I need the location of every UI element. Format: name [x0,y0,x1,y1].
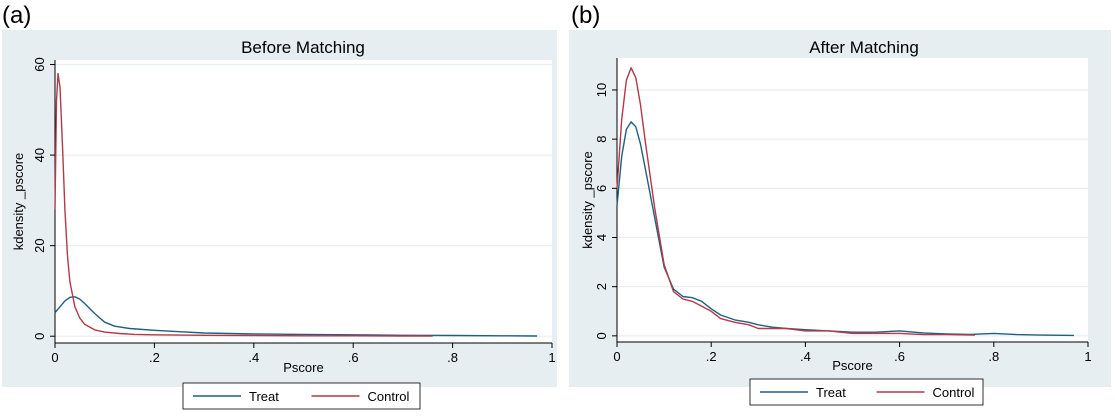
x-axis-label: Pscore [832,358,872,373]
y-tick-label-5: 10 [594,83,609,97]
y-tick-label-0: 0 [32,333,47,340]
plot-area [617,58,1088,342]
x-tick-label-3: .6 [894,349,905,364]
legend-label-control: Control [933,385,975,400]
x-tick-label-1: .2 [149,350,160,365]
x-tick-label-4: .8 [447,350,458,365]
y-tick-label-3: 60 [32,57,47,71]
y-tick-label-0: 0 [594,332,609,339]
x-tick-label-2: .4 [800,349,811,364]
legend-label-treat: Treat [816,385,846,400]
panel-label-b: (b) [571,2,601,29]
x-tick-label-5: 1 [548,350,555,365]
y-tick-label-2: 4 [594,234,609,241]
chart-title: After Matching [809,38,919,57]
y-tick-label-1: 20 [32,238,47,252]
panel-label-a: (a) [2,2,32,29]
chart-title: Before Matching [241,38,365,57]
x-tick-label-1: .2 [706,349,717,364]
series-line-control [54,72,433,337]
y-tick-label-3: 6 [594,185,609,192]
y-tick-label-2: 40 [32,148,47,162]
legend-label-treat: Treat [249,389,279,404]
x-tick-label-3: .6 [348,350,359,365]
plot-area [55,60,552,343]
y-axis-label: kdensity _pscore [580,151,595,249]
x-axis-label: Pscore [283,360,323,375]
y-axis-label: kdensity _pscore [11,153,26,251]
x-tick-label-5: 1 [1084,349,1091,364]
x-tick-label-2: .4 [248,350,259,365]
series-line-treat [616,121,1074,337]
legend-label-control: Control [368,389,410,404]
y-tick-label-1: 2 [594,283,609,290]
y-tick-label-4: 8 [594,136,609,143]
x-tick-label-0: 0 [51,350,58,365]
series-line-treat [54,296,538,337]
x-tick-label-0: 0 [613,349,620,364]
x-tick-label-4: .8 [988,349,999,364]
series-line-control [616,67,976,336]
